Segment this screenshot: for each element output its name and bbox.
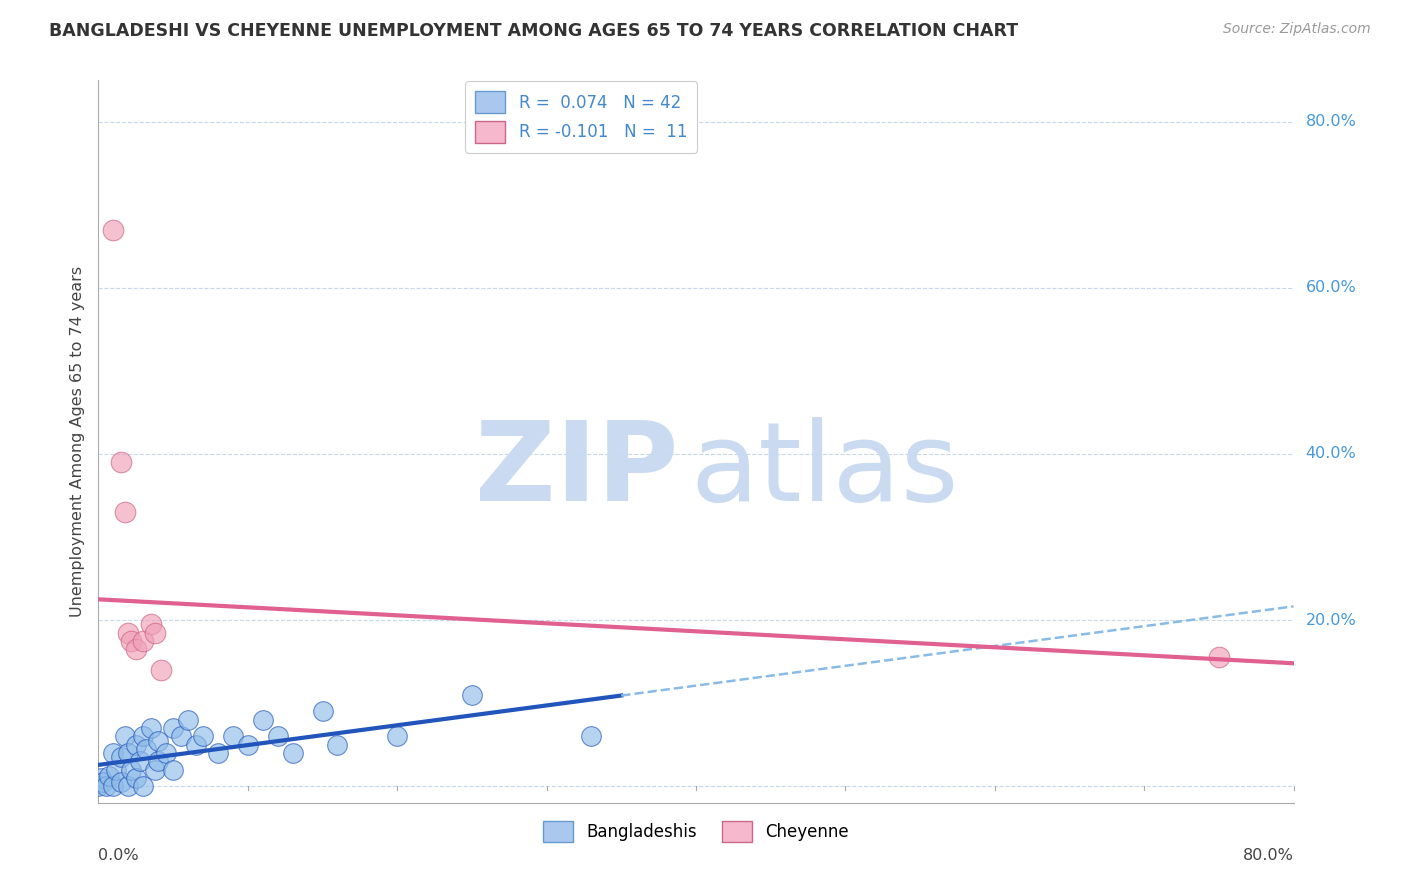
Point	[236, 738, 259, 752]
Point	[97, 769, 120, 783]
Text: 40.0%: 40.0%	[1306, 447, 1357, 461]
Point	[91, 775, 114, 789]
Point	[132, 730, 155, 744]
Point	[114, 730, 136, 744]
Point	[461, 688, 484, 702]
Point	[117, 746, 139, 760]
Text: 80.0%: 80.0%	[1306, 114, 1357, 129]
Point	[155, 746, 177, 760]
Text: atlas: atlas	[690, 417, 959, 524]
Legend: Bangladeshis, Cheyenne: Bangladeshis, Cheyenne	[536, 814, 856, 848]
Text: 20.0%: 20.0%	[1306, 613, 1357, 628]
Point	[139, 617, 162, 632]
Point	[125, 642, 148, 657]
Point	[94, 779, 117, 793]
Point	[177, 713, 200, 727]
Point	[125, 738, 148, 752]
Point	[132, 779, 155, 793]
Point	[207, 746, 229, 760]
Point	[148, 754, 170, 768]
Point	[114, 505, 136, 519]
Point	[281, 746, 304, 760]
Point	[117, 625, 139, 640]
Point	[103, 223, 125, 237]
Point	[129, 754, 152, 768]
Point	[125, 771, 148, 785]
Text: BANGLADESHI VS CHEYENNE UNEMPLOYMENT AMONG AGES 65 TO 74 YEARS CORRELATION CHART: BANGLADESHI VS CHEYENNE UNEMPLOYMENT AMO…	[49, 22, 1018, 40]
Point	[132, 633, 155, 648]
Point	[103, 779, 125, 793]
Point	[222, 730, 245, 744]
Text: 80.0%: 80.0%	[1243, 848, 1294, 863]
Point	[162, 721, 184, 735]
Point	[143, 625, 166, 640]
Point	[90, 771, 112, 785]
Point	[120, 633, 142, 648]
Point	[252, 713, 274, 727]
Text: Source: ZipAtlas.com: Source: ZipAtlas.com	[1223, 22, 1371, 37]
Point	[143, 763, 166, 777]
Point	[105, 763, 128, 777]
Point	[148, 733, 170, 747]
Point	[326, 738, 349, 752]
Point	[87, 779, 110, 793]
Point	[135, 741, 157, 756]
Point	[162, 763, 184, 777]
Point	[117, 779, 139, 793]
Point	[110, 750, 132, 764]
Point	[311, 705, 333, 719]
Point	[110, 455, 132, 469]
Point	[150, 663, 173, 677]
Text: ZIP: ZIP	[475, 417, 678, 524]
Point	[191, 730, 214, 744]
Point	[1208, 650, 1230, 665]
Point	[385, 730, 409, 744]
Point	[581, 730, 603, 744]
Text: 0.0%: 0.0%	[98, 848, 139, 863]
Point	[120, 763, 142, 777]
Y-axis label: Unemployment Among Ages 65 to 74 years: Unemployment Among Ages 65 to 74 years	[69, 266, 84, 617]
Point	[184, 738, 207, 752]
Point	[169, 730, 191, 744]
Point	[139, 721, 162, 735]
Point	[110, 775, 132, 789]
Text: 60.0%: 60.0%	[1306, 280, 1357, 295]
Point	[103, 746, 125, 760]
Point	[267, 730, 290, 744]
